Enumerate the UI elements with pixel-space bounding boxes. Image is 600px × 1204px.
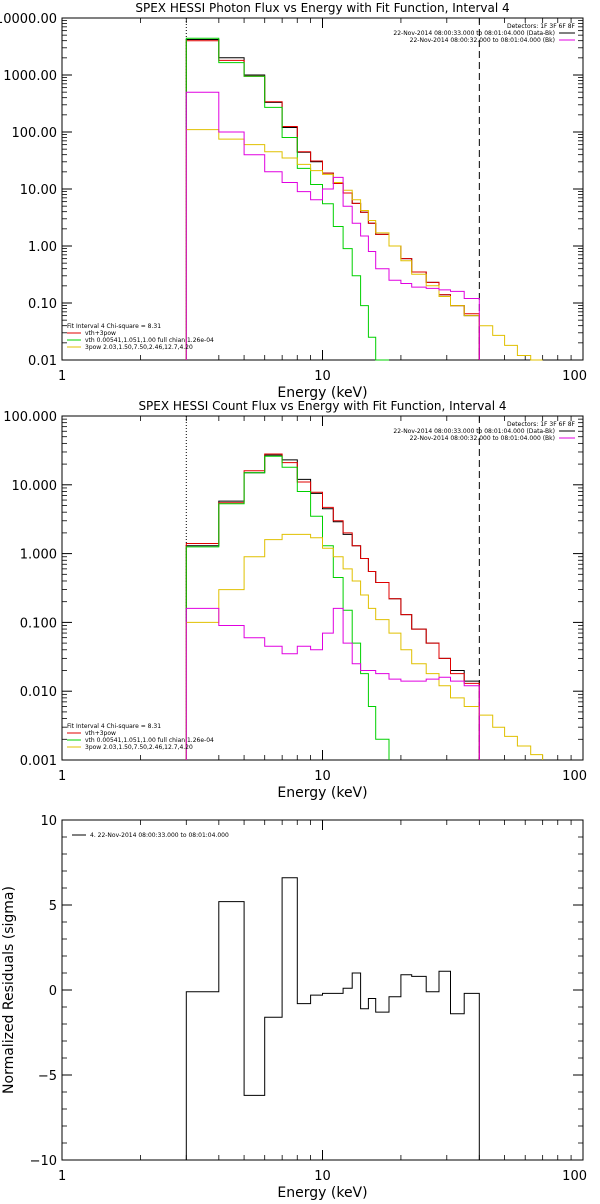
- series-line-1: [185, 877, 480, 1160]
- legend-entry-label: 22-Nov-2014 08:00:32.000 to 08:01:04.000…: [410, 435, 555, 442]
- chart-title: SPEX HESSI Count Flux vs Energy with Fit…: [138, 399, 506, 413]
- y-axis-label: Normalized Residuals (sigma): [1, 886, 17, 1094]
- series-line-3: [185, 455, 390, 760]
- series-line-5: [185, 607, 480, 760]
- legend-header: Detectors: 1F 3F 6F 8F: [507, 23, 576, 30]
- y-tick-label: −5: [38, 1069, 57, 1084]
- panel-1: SPEX HESSI Photon Flux vs Energy with Fi…: [0, 1, 587, 401]
- series-line-3: [185, 37, 389, 361]
- x-tick-label: 10: [314, 369, 331, 384]
- series-group: [185, 877, 480, 1160]
- series-line-5: [185, 91, 480, 360]
- legend-entry-label: vth+3pow: [85, 730, 116, 737]
- y-tick-label: 10.000: [12, 479, 58, 494]
- y-tick-label: 100.000: [3, 410, 57, 425]
- series-line-4: [185, 533, 544, 760]
- y-tick-label: −10: [30, 1154, 57, 1169]
- legend-header: Fit Interval 4 Chi-square = 8.31: [67, 323, 161, 330]
- y-tick-label: 1.000: [20, 548, 57, 563]
- legend-top-left: 4. 22-Nov-2014 08:00:33.000 to 08:01:04.…: [72, 832, 229, 839]
- x-axis-label: Energy (keV): [277, 385, 367, 401]
- y-tick-label: 10: [40, 814, 57, 829]
- x-minor-ticks: [140, 416, 572, 760]
- legend-entry-label: vth+3pow: [85, 330, 116, 337]
- y-tick-label: 1000.00: [3, 69, 57, 84]
- x-tick-label: 10: [314, 1169, 331, 1184]
- y-tick-label: 1.00: [28, 240, 57, 255]
- x-tick-label: 1: [58, 1169, 66, 1184]
- legend-entry-label: 22-Nov-2014 08:00:33.000 to 08:01:04.000…: [393, 428, 555, 435]
- legend-entry-label: 4. 22-Nov-2014 08:00:33.000 to 08:01:04.…: [90, 832, 229, 839]
- series-line-2: [185, 453, 480, 760]
- y-tick-label: 10.00: [20, 183, 57, 198]
- plot-frame: [61, 819, 584, 1161]
- plot-frame: [61, 415, 584, 761]
- legend-entry-label: vth 0.00541,1.051,1.00 full chian 1.26e-…: [85, 337, 214, 344]
- legend-bottom-left: Fit Interval 4 Chi-square = 8.31vth+3pow…: [67, 723, 214, 751]
- y-minor-ticks: [62, 418, 583, 740]
- legend-entry-label: 22-Nov-2014 08:00:33.000 to 08:01:04.000…: [393, 30, 555, 37]
- legend-entry-label: 22-Nov-2014 08:00:32.000 to 08:01:04.000…: [410, 37, 555, 44]
- y-tick-label: 10000.00: [0, 12, 57, 27]
- legend-header: Detectors: 1F 3F 6F 8F: [507, 421, 576, 428]
- legend-bottom-left: Fit Interval 4 Chi-square = 8.31vth+3pow…: [67, 323, 214, 351]
- x-tick-label: 100: [562, 769, 587, 784]
- x-tick-label: 1: [58, 369, 66, 384]
- x-tick-label: 10: [314, 769, 331, 784]
- y-tick-label: 0.10: [28, 297, 57, 312]
- y-tick-label: 0.010: [20, 685, 57, 700]
- series-line-2: [185, 40, 480, 360]
- y-tick-label: 100.00: [12, 126, 58, 141]
- x-minor-ticks: [140, 18, 572, 360]
- x-tick-label: 100: [562, 369, 587, 384]
- y-tick-label: 0.001: [20, 754, 57, 769]
- x-axis-label: Energy (keV): [277, 785, 367, 801]
- x-tick-label: 100: [562, 1169, 587, 1184]
- x-tick-label: 1: [58, 769, 66, 784]
- y-tick-label: 5: [49, 899, 57, 914]
- series-group: [185, 37, 543, 361]
- x-axis-label: Energy (keV): [277, 1185, 367, 1200]
- legend-entry-label: 3pow 2.03,1.50,7.50,2.46,12.7,4.20: [85, 344, 193, 351]
- y-minor-ticks: [62, 20, 583, 344]
- x-minor-ticks: [140, 820, 572, 1160]
- series-line-4: [185, 129, 543, 361]
- y-tick-label: 0.01: [28, 354, 57, 369]
- chart-title: SPEX HESSI Photon Flux vs Energy with Fi…: [135, 1, 509, 15]
- series-line-1: [185, 39, 480, 360]
- series-line-1: [185, 454, 480, 760]
- legend-entry-label: 3pow 2.03,1.50,7.50,2.46,12.7,4.20: [85, 744, 193, 751]
- series-group: [185, 453, 544, 760]
- legend-header: Fit Interval 4 Chi-square = 8.31: [67, 723, 161, 730]
- y-tick-label: 0: [49, 984, 57, 999]
- legend-entry-label: vth 0.00541,1.051,1.00 full chian 1.26e-…: [85, 737, 214, 744]
- y-minor-ticks: [62, 836, 583, 1144]
- panel-2: SPEX HESSI Count Flux vs Energy with Fit…: [3, 399, 587, 801]
- y-tick-label: 0.100: [20, 616, 57, 631]
